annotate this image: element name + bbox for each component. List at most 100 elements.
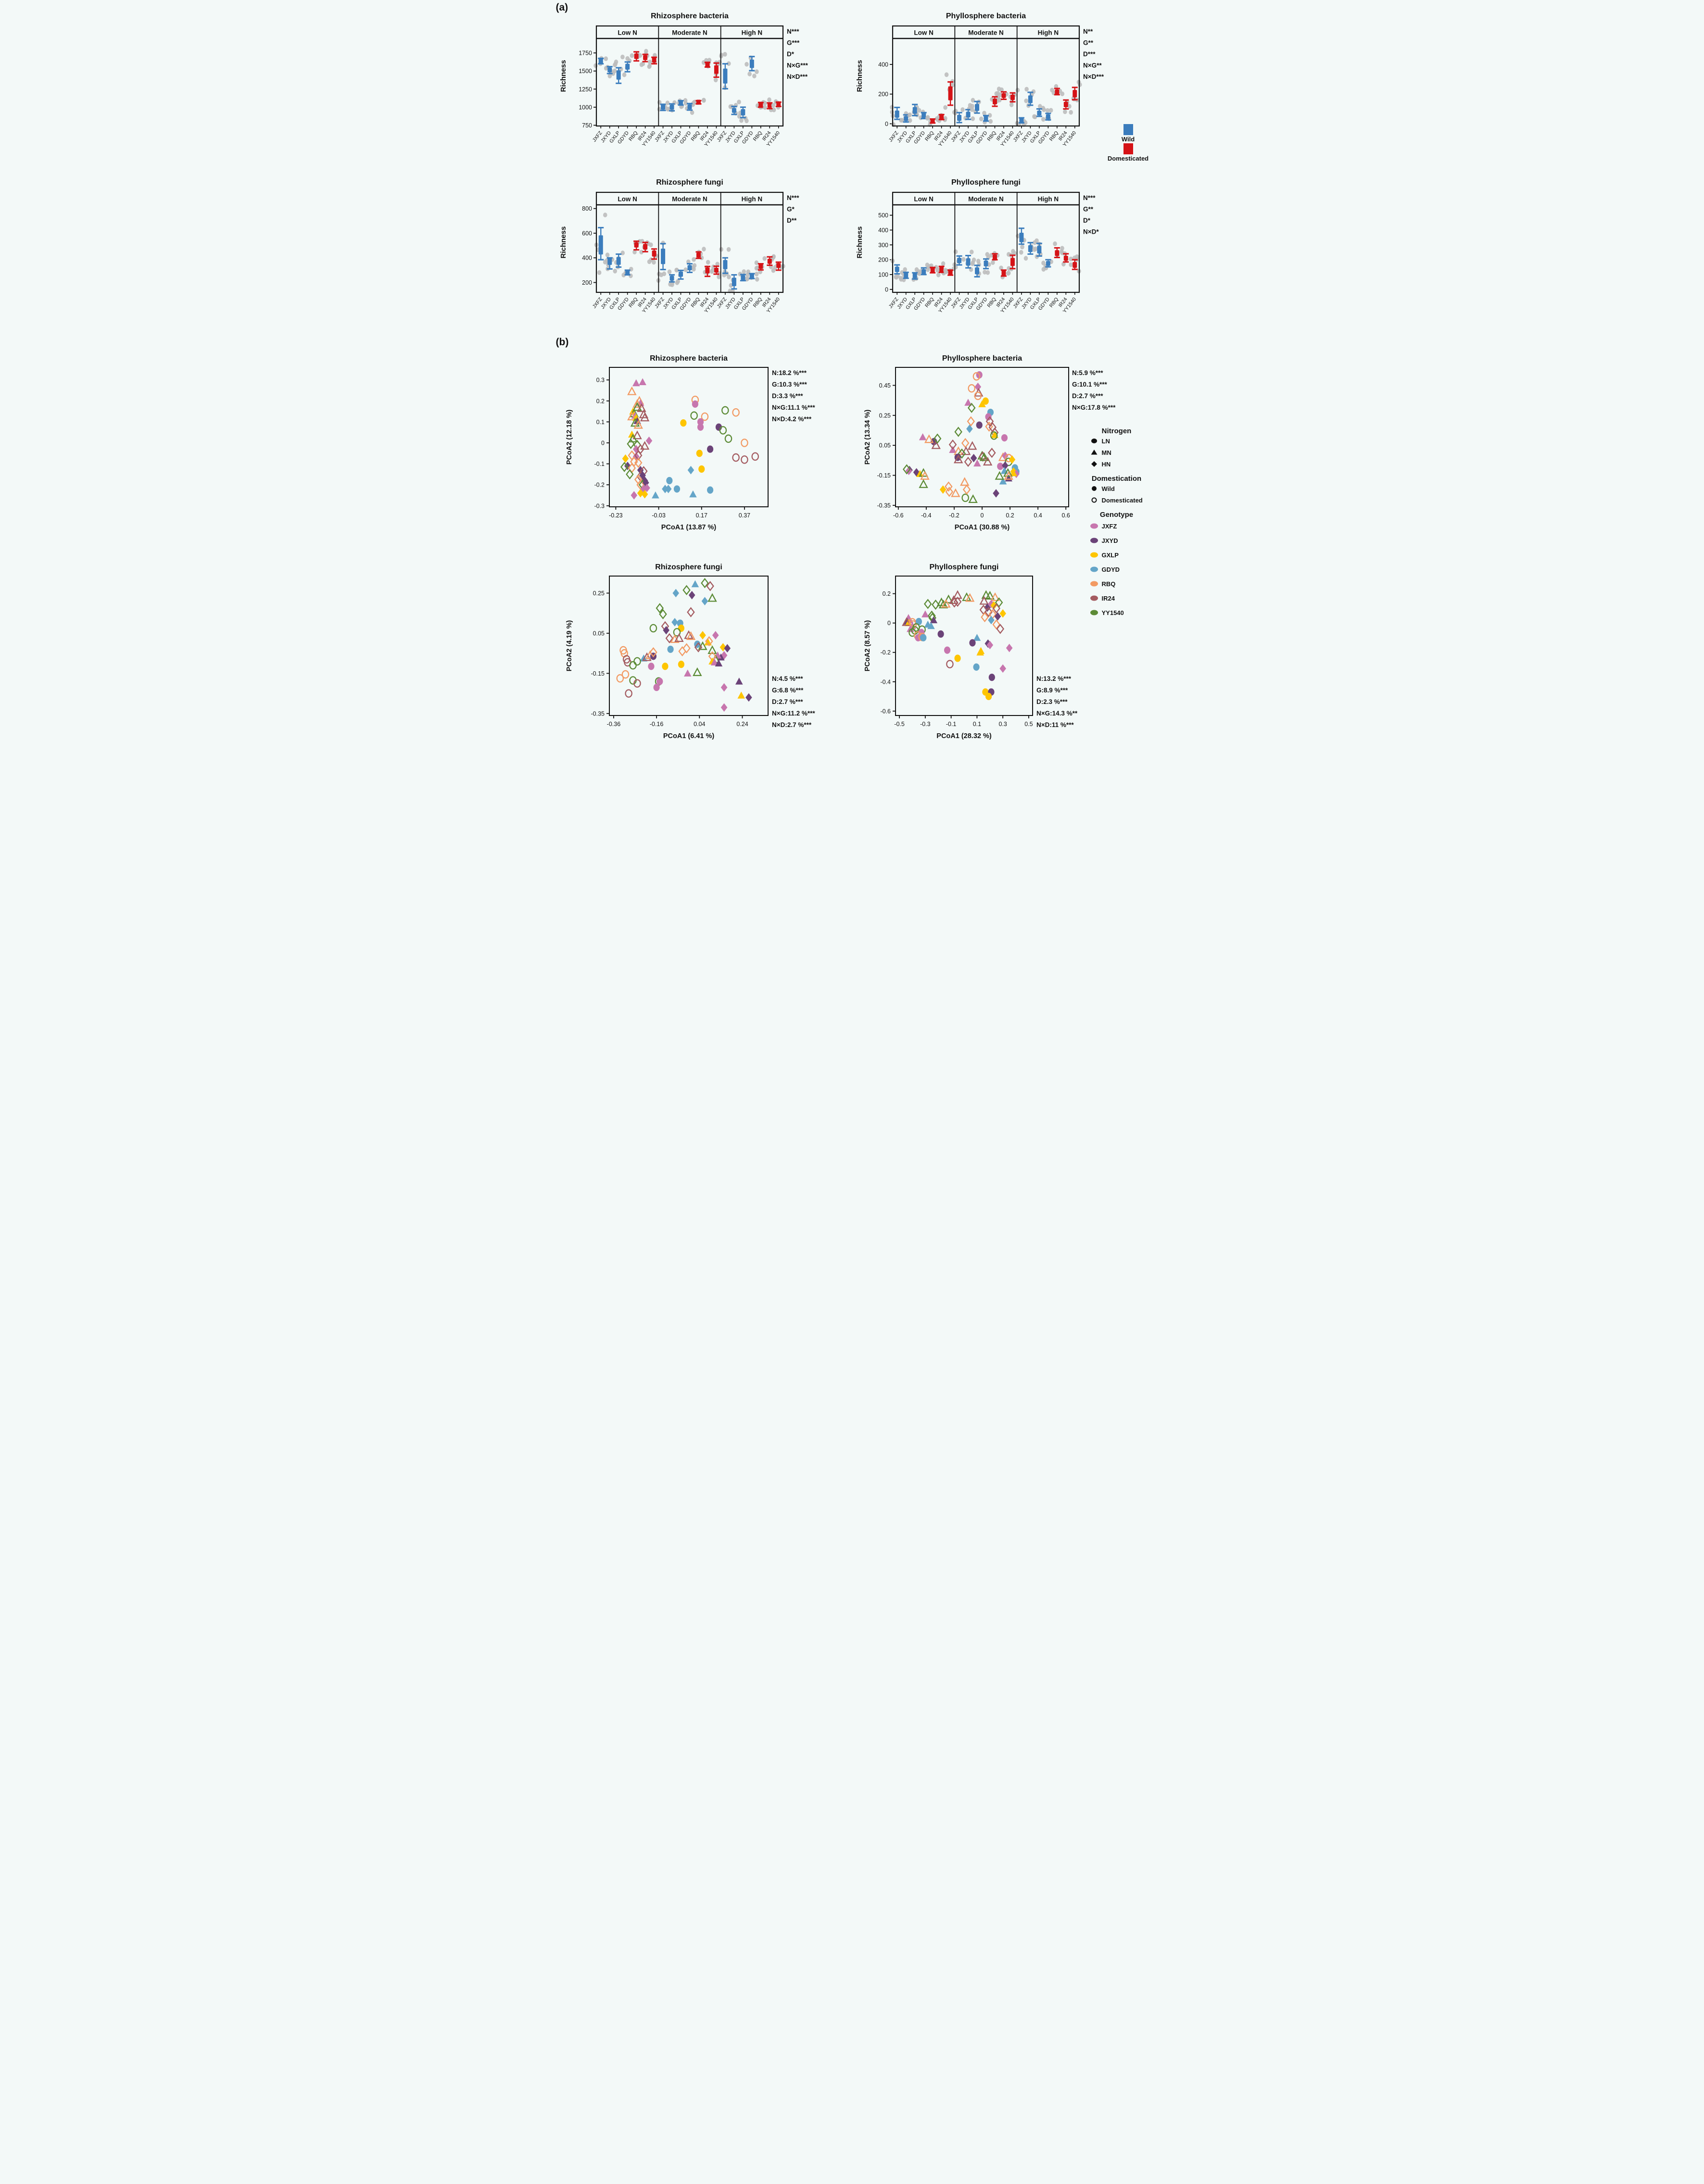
x-axis-title: PCoA1 (30.88 %) — [954, 524, 1010, 531]
anova-stat: G* — [787, 206, 795, 213]
anova-stat: N*** — [1083, 194, 1096, 201]
x-tick-label: 0 — [980, 512, 984, 519]
x-tick-label: RBQ — [690, 296, 701, 308]
y-axis-title: PCoA2 (8.57 %) — [864, 620, 871, 672]
wild-marker-icon — [1091, 486, 1097, 491]
permanova-stat: D:2.3 %*** — [1036, 698, 1068, 705]
permanova-stat: G:10.1 %*** — [1072, 381, 1108, 388]
anova-stat: G** — [1083, 39, 1094, 47]
legend-item-diamond: HN — [1083, 458, 1150, 470]
permanova-stat: N×D:11 %*** — [1036, 721, 1074, 728]
chart-title: Phyllosphere fungi — [929, 563, 998, 571]
y-tick-label: -0.35 — [591, 710, 605, 717]
legend-item-triangle: MN — [1083, 447, 1150, 458]
genotype-legend-title: Genotype — [1099, 511, 1134, 519]
chart-title: Phyllosphere bacteria — [946, 12, 1025, 20]
facet-label: High N — [741, 196, 762, 203]
permanova-stat: N×D:2.7 %*** — [772, 721, 812, 728]
genotype-JXYD-icon — [1090, 538, 1098, 543]
facet-label: Moderate N — [672, 29, 707, 37]
anova-stat: D* — [1083, 217, 1091, 224]
legend-item-label: JXYD — [1101, 537, 1118, 544]
permanova-stat: D:3.3 %*** — [772, 392, 803, 400]
legend-item-label: YY1540 — [1101, 609, 1124, 616]
y-axis-title: Richness — [856, 60, 864, 92]
y-tick-label: 0.05 — [593, 630, 604, 637]
y-axis-title: Richness — [856, 226, 864, 259]
genotype-legend-items: JXFZ JXYD GXLP GDYD RBQ IR24 YY1540 — [1083, 519, 1150, 620]
y-tick-label: -0.15 — [591, 670, 605, 677]
y-tick-label: 0 — [601, 439, 605, 446]
legend-item-label: IR24 — [1101, 594, 1115, 602]
legend-item-label: GXLP — [1101, 551, 1119, 559]
y-tick-label: 0.45 — [879, 382, 890, 389]
permanova-stat: N×G:14.3 %** — [1036, 710, 1078, 717]
facet-label: Low N — [914, 29, 934, 37]
permanova-stat: D:2.7 %*** — [1072, 392, 1103, 400]
chart-rhizosphere-bacteria-richness: Rhizosphere bacteria Richness 750 1000 1250 1… — [559, 12, 808, 148]
legend-item-label: HN — [1101, 460, 1111, 468]
x-tick-label: RBQ — [752, 130, 763, 142]
y-axis-title: Richness — [559, 60, 568, 92]
x-tick-label: RBQ — [986, 130, 997, 142]
anova-stat: D*** — [1083, 50, 1096, 58]
y-tick-label: 0 — [887, 620, 891, 627]
y-tick-label: 200 — [582, 279, 592, 286]
legend-item-circle: LN — [1083, 435, 1150, 447]
genotype-GXLP-icon — [1090, 552, 1098, 558]
anova-stat: G** — [1083, 206, 1094, 213]
y-tick-label: -0.15 — [877, 472, 891, 479]
x-tick-label: -0.03 — [652, 512, 666, 519]
genotype-RBQ-icon — [1090, 581, 1098, 587]
facet-label: Moderate N — [968, 196, 1004, 203]
x-tick-label: RBQ — [986, 296, 997, 308]
y-tick-label: 1000 — [579, 104, 592, 111]
facet-label: Moderate N — [968, 29, 1004, 37]
permanova-stat: N×G:17.8 %*** — [1072, 404, 1116, 411]
anova-stat: N×D*** — [787, 73, 808, 80]
x-tick-label: 0.3 — [998, 721, 1007, 728]
permanova-stat: G:8.9 %*** — [1036, 687, 1068, 694]
y-tick-label: 1750 — [579, 50, 592, 57]
x-tick-label: RBQ — [628, 296, 639, 308]
facet-label: High N — [1037, 29, 1059, 37]
facet-label: Moderate N — [672, 196, 707, 203]
genotype-YY1540-icon — [1090, 610, 1098, 615]
legend-domestication-color: Wild Domesticated — [1106, 124, 1150, 163]
chart-title: Rhizosphere fungi — [655, 563, 722, 571]
y-tick-label: -0.4 — [880, 678, 891, 685]
y-tick-label: 0.3 — [596, 377, 604, 384]
legend-item-label: LN — [1101, 437, 1110, 445]
legend-item-genotype-JXFZ: JXFZ — [1083, 519, 1150, 533]
genotype-JXFZ-icon — [1090, 523, 1098, 529]
facet-label: Low N — [618, 196, 637, 203]
x-tick-label: -0.1 — [946, 721, 956, 728]
permanova-stat: G:10.3 %*** — [772, 381, 808, 388]
y-tick-label: 0.05 — [879, 442, 890, 449]
x-tick-label: 0.1 — [972, 721, 981, 728]
x-tick-label: -0.2 — [949, 512, 959, 519]
permanova-stat: N×G:11.1 %*** — [772, 404, 815, 411]
x-tick-label: RBQ — [690, 130, 701, 142]
x-axis-title: PCoA1 (28.32 %) — [936, 732, 992, 740]
permanova-stat: N×D:4.2 %*** — [772, 415, 812, 423]
x-tick-label: 0.5 — [1024, 721, 1033, 728]
legend-item-genotype-YY1540: YY1540 — [1083, 605, 1150, 620]
panel-a-label: (a) — [555, 2, 568, 13]
y-tick-label: 0 — [885, 286, 888, 293]
x-tick-label: RBQ — [1048, 130, 1059, 142]
y-tick-label: 300 — [878, 242, 888, 249]
figure-page: (a) (b) Rhizosphere bacteria Richness 750 1… — [554, 0, 1150, 767]
y-tick-label: 1250 — [579, 86, 592, 93]
y-tick-label: 1500 — [579, 68, 592, 75]
domesticated-marker-icon — [1091, 497, 1097, 503]
x-tick-label: RBQ — [628, 130, 639, 142]
x-tick-label: RBQ — [924, 130, 935, 142]
x-tick-label: -0.16 — [649, 721, 663, 728]
y-tick-label: 400 — [582, 255, 592, 262]
legend-item-genotype-RBQ: RBQ — [1083, 577, 1150, 591]
facet-label: High N — [1037, 196, 1059, 203]
domesticated-label: Domesticated — [1107, 155, 1149, 162]
y-tick-label: -0.2 — [594, 482, 605, 489]
nitrogen-legend-title: Nitrogen — [1101, 427, 1132, 435]
